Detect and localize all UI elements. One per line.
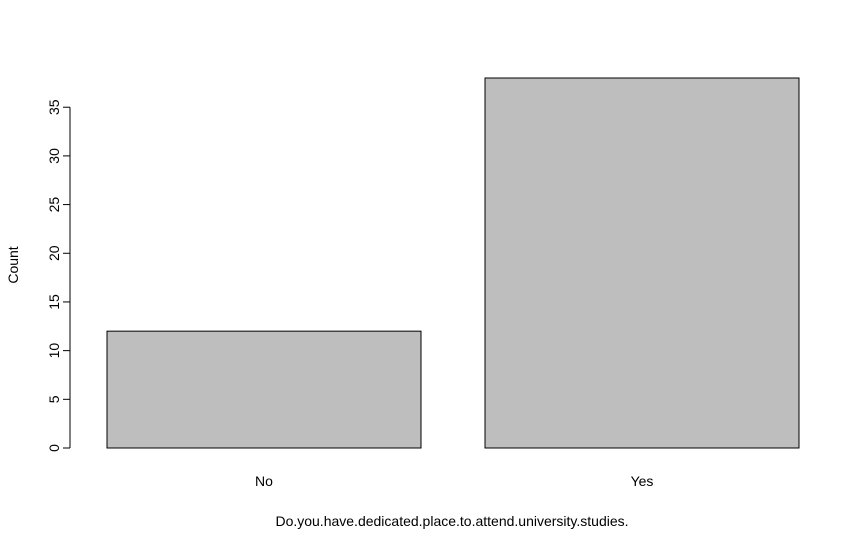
y-tick-label: 25 — [46, 197, 62, 213]
x-axis-label: Do.you.have.dedicated.place.to.attend.un… — [275, 513, 628, 529]
y-tick-label: 5 — [46, 395, 62, 403]
y-axis-label: Count — [5, 246, 21, 283]
y-tick-label: 35 — [46, 99, 62, 115]
y-tick-label: 20 — [46, 245, 62, 261]
y-axis: 0 5 10 15 20 25 30 35 — [46, 99, 71, 452]
y-tick-label: 0 — [46, 444, 62, 452]
bar-no — [106, 330, 422, 449]
y-tick-label: 15 — [46, 294, 62, 310]
y-tick-label: 10 — [46, 343, 62, 359]
bars-group — [106, 77, 800, 449]
y-tick-label: 30 — [46, 148, 62, 164]
x-category-label-no: No — [255, 473, 273, 489]
x-category-labels: No Yes — [255, 473, 653, 489]
x-category-label-yes: Yes — [631, 473, 654, 489]
bar-yes — [484, 77, 800, 449]
